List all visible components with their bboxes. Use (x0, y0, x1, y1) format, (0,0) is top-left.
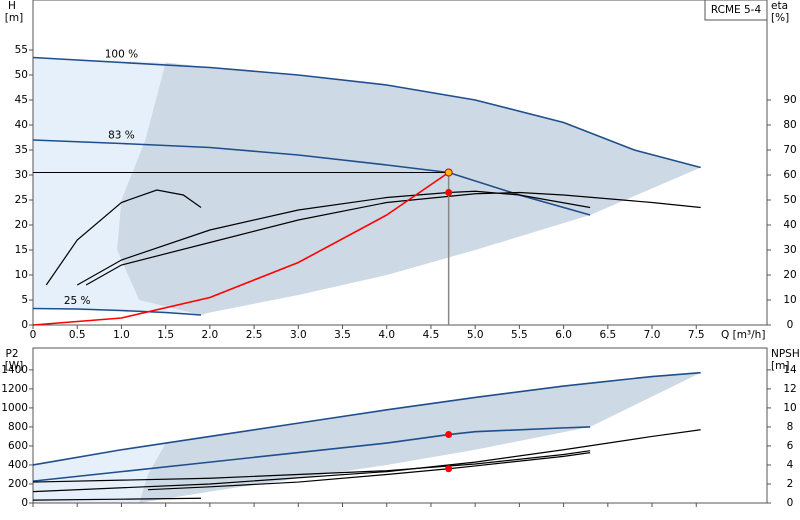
y2-tick-label: 30 (783, 244, 796, 256)
curve-label: 25 % (64, 295, 91, 307)
y-axis-label: P2 (5, 348, 18, 360)
y-tick-label: 1400 (1, 364, 28, 376)
duty-point (444, 168, 453, 177)
curve (32, 171, 450, 326)
y-axis-unit: [m] (5, 12, 23, 24)
y-axis-label: H (8, 0, 16, 12)
x-tick-label: 2.5 (246, 329, 263, 341)
x-tick-label: 3.5 (334, 329, 351, 341)
curve (76, 190, 591, 286)
y-tick-label: 0 (21, 319, 28, 331)
x-tick-label: 4.0 (378, 329, 395, 341)
y2-tick-label: 80 (783, 119, 796, 131)
y2-tick-label: 50 (783, 194, 796, 206)
x-tick-label: 6.5 (599, 329, 616, 341)
curve (32, 56, 701, 169)
y-tick-label: 600 (8, 440, 28, 452)
y-tick-label: 10 (15, 269, 28, 281)
y-tick-label: 30 (15, 169, 28, 181)
y2-tick-label: 12 (783, 383, 796, 395)
operating-area (117, 62, 701, 315)
x-tick-label: 5.0 (467, 329, 484, 341)
curve (32, 307, 202, 316)
y2-tick-label: 20 (783, 269, 796, 281)
y2-axis-label: NPSH (771, 348, 800, 360)
duty-point (445, 465, 453, 473)
y2-tick-label: 8 (787, 421, 794, 433)
x-axis-label: Q [m³/h] (721, 329, 765, 341)
y2-tick-label: 40 (783, 219, 796, 231)
curve (85, 191, 701, 286)
y-tick-label: 55 (15, 44, 28, 56)
y-tick-label: 25 (15, 194, 28, 206)
y-tick-label: 45 (15, 94, 28, 106)
curve (32, 139, 591, 216)
x-tick-label: 2.0 (202, 329, 219, 341)
curve (32, 450, 591, 483)
plot-frame (32, 0, 768, 326)
duty-point (445, 431, 453, 439)
x-tick-label: 3.0 (290, 329, 307, 341)
y2-tick-label: 2 (787, 478, 794, 490)
y2-tick-label: 60 (783, 169, 796, 181)
y-tick-label: 40 (15, 119, 28, 131)
y-tick-label: 50 (15, 69, 28, 81)
y-tick-label: 800 (8, 421, 28, 433)
y-tick-label: 400 (8, 459, 28, 471)
y-tick-label: 1200 (1, 383, 28, 395)
y2-tick-label: 10 (783, 294, 796, 306)
y2-tick-label: 0 (787, 319, 794, 331)
pump-label-box (704, 0, 768, 21)
y2-tick-label: 90 (783, 94, 796, 106)
curve (32, 429, 701, 493)
x-tick-label: 7.0 (644, 329, 661, 341)
x-tick-label: 1.5 (157, 329, 174, 341)
y-tick-label: 5 (21, 294, 28, 306)
curve (45, 189, 202, 286)
curve (147, 452, 591, 491)
curve (32, 426, 591, 482)
y-axis-unit: [W] (5, 360, 24, 372)
y-tick-label: 0 (21, 497, 28, 509)
curve (32, 497, 202, 501)
curve (32, 371, 701, 466)
curve-label: 83 % (108, 130, 135, 142)
y2-tick-label: 14 (783, 364, 797, 376)
y-tick-label: 20 (15, 219, 28, 231)
x-tick-label: 0.5 (69, 329, 86, 341)
y-tick-label: 1000 (1, 402, 28, 414)
y-tick-label: 35 (15, 144, 28, 156)
x-tick-label: 4.5 (423, 329, 440, 341)
y-tick-label: 15 (15, 244, 28, 256)
operating-area (33, 57, 202, 315)
y2-axis-label: eta (771, 0, 788, 12)
y2-tick-label: 0 (787, 497, 794, 509)
x-tick-label: 7.5 (688, 329, 705, 341)
x-tick-label: 0 (30, 329, 37, 341)
plot-frame (32, 347, 768, 504)
y2-axis-unit: [m] (771, 360, 789, 372)
y2-tick-label: 4 (787, 459, 794, 471)
duty-point (445, 189, 453, 196)
x-tick-label: 5.5 (511, 329, 528, 341)
pump-label: RCME 5-4 (711, 4, 762, 16)
y2-tick-label: 10 (783, 402, 796, 414)
y2-tick-label: 6 (787, 440, 794, 452)
y2-tick-label: 70 (783, 144, 796, 156)
y2-axis-unit: [%] (771, 12, 789, 24)
curve-label: 100 % (105, 49, 138, 61)
operating-area (33, 443, 166, 503)
x-tick-label: 1.0 (113, 329, 130, 341)
x-tick-label: 6.0 (555, 329, 572, 341)
y-tick-label: 200 (8, 478, 28, 490)
